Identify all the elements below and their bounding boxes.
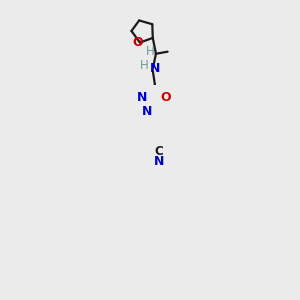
Text: N: N bbox=[136, 91, 147, 104]
Text: N: N bbox=[142, 105, 152, 118]
Text: O: O bbox=[160, 91, 171, 104]
Text: O: O bbox=[133, 36, 143, 49]
Text: H: H bbox=[146, 45, 154, 58]
Text: H: H bbox=[140, 59, 149, 72]
Text: N: N bbox=[154, 155, 164, 168]
Text: C: C bbox=[155, 146, 164, 158]
Text: N: N bbox=[150, 61, 160, 75]
